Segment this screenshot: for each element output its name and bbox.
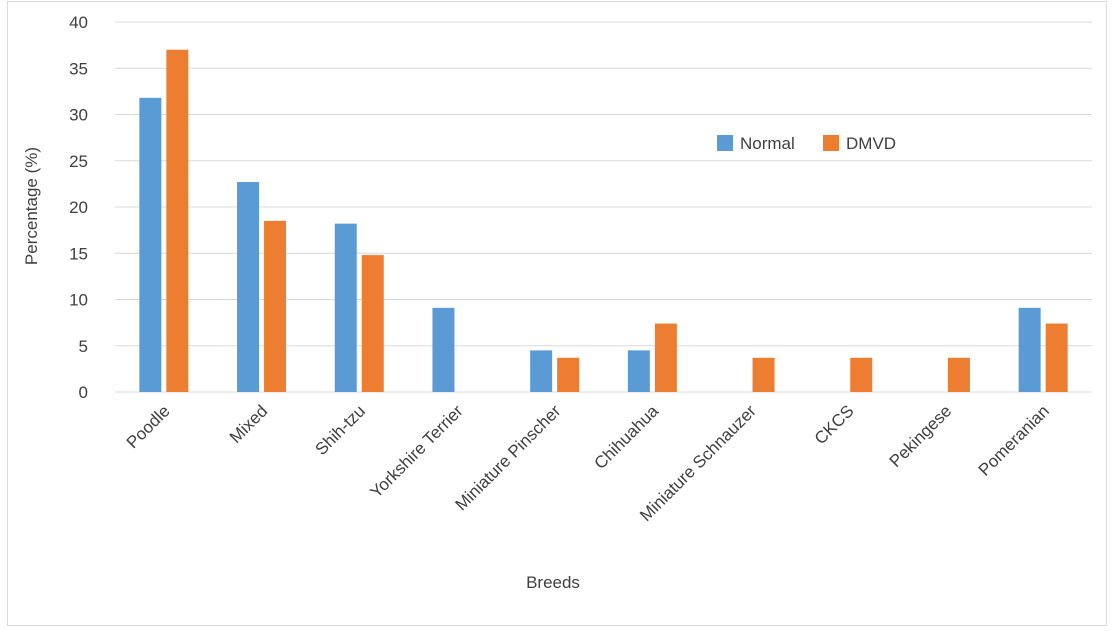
y-axis-ticks: 0 5 10 15 20 25 30 35 40 (69, 13, 88, 402)
legend-swatch (717, 135, 733, 151)
x-axis-title: Breeds (526, 573, 580, 592)
bar-dmvd (166, 49, 189, 392)
y-tick-label: 15 (69, 244, 88, 263)
legend-label: DMVD (846, 134, 896, 153)
bar-dmvd (557, 357, 580, 392)
y-axis-title: Percentage (%) (22, 147, 41, 265)
bar-normal (1018, 307, 1041, 392)
bar-dmvd (361, 255, 384, 392)
x-tick-label: Pekingese (886, 401, 956, 471)
bar-normal (530, 350, 553, 392)
x-tick-label: CKCS (811, 401, 858, 448)
x-tick-label: Miniature Pinscher (451, 401, 564, 514)
bar-dmvd (1045, 323, 1068, 392)
legend-swatch (823, 135, 839, 151)
chart-frame (7, 1, 1107, 626)
legend: Normal DMVD (717, 134, 896, 153)
y-tick-label: 30 (69, 106, 88, 125)
legend-label: Normal (740, 134, 795, 153)
bar-normal (237, 182, 260, 392)
x-tick-label: Shih-tzu (312, 401, 370, 459)
bar-dmvd (264, 220, 287, 392)
x-tick-label: Yorkshire Terrier (366, 401, 467, 502)
y-tick-label: 5 (79, 337, 88, 356)
x-tick-label: Mixed (226, 401, 272, 447)
x-tick-label: Chihuahua (591, 401, 663, 473)
y-tick-label: 20 (69, 198, 88, 217)
y-tick-label: 25 (69, 152, 88, 171)
bar-dmvd (752, 357, 775, 392)
x-tick-label: Pomeranian (975, 401, 1053, 479)
y-tick-label: 35 (69, 59, 88, 78)
bar-normal (432, 307, 455, 392)
y-tick-label: 40 (69, 13, 88, 32)
bar-normal (139, 97, 162, 392)
bar-normal (627, 350, 650, 392)
bar-dmvd (947, 357, 970, 392)
bars (139, 49, 1068, 392)
x-tick-label: Poodle (123, 401, 174, 452)
bar-dmvd (654, 323, 677, 392)
gridlines (115, 21, 1092, 393)
y-tick-label: 0 (79, 383, 88, 402)
bar-dmvd (850, 357, 873, 392)
y-tick-label: 10 (69, 291, 88, 310)
bar-normal (334, 223, 357, 392)
